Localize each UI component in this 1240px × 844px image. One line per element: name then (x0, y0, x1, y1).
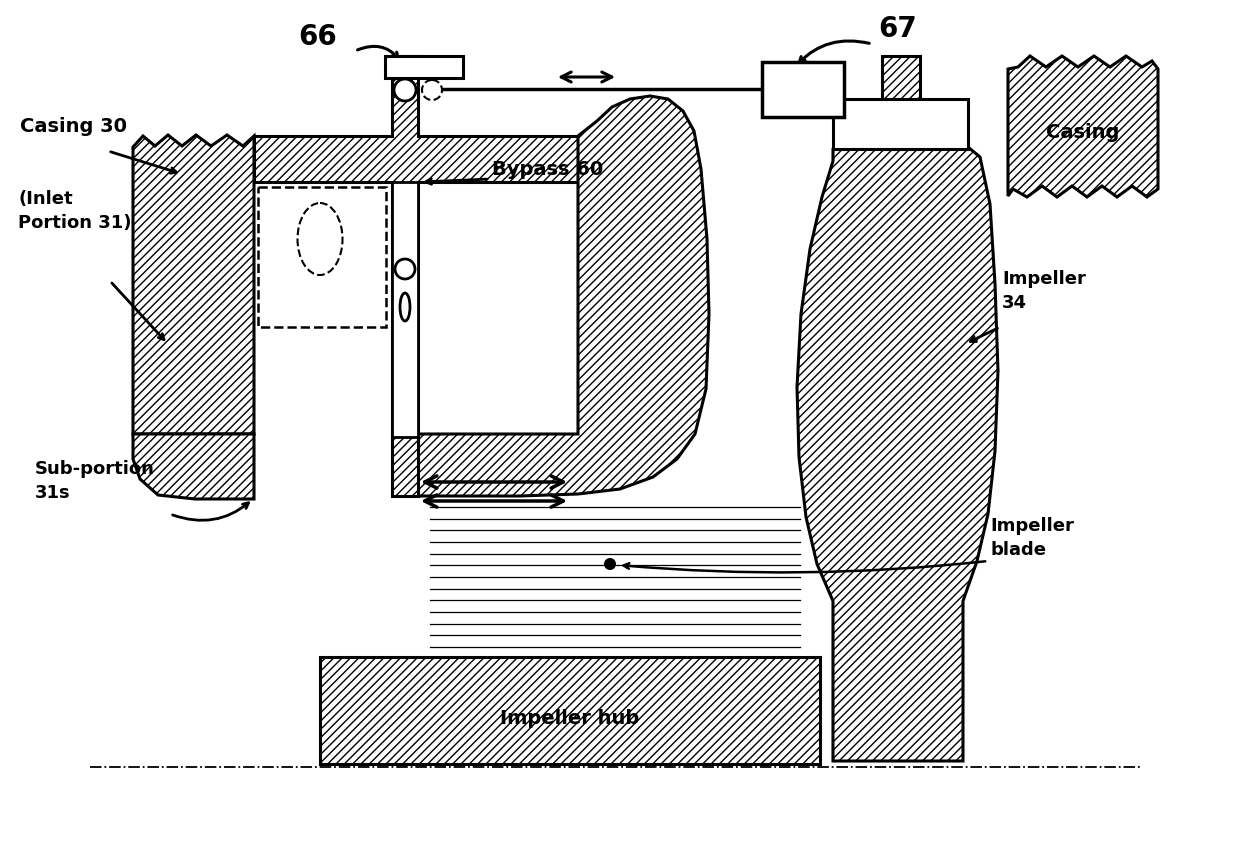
Bar (392, 183, 418, 437)
Polygon shape (833, 100, 968, 150)
Circle shape (604, 559, 616, 571)
Polygon shape (133, 136, 254, 435)
Text: Bypass 60: Bypass 60 (492, 160, 603, 179)
Bar (320, 657, 820, 764)
Polygon shape (882, 57, 920, 150)
Polygon shape (1008, 57, 1158, 197)
Text: Casing: Casing (1047, 122, 1120, 141)
Text: Impeller hub: Impeller hub (501, 707, 640, 727)
Text: (Inlet
Portion 31): (Inlet Portion 31) (19, 190, 131, 232)
Circle shape (394, 80, 415, 102)
Bar (763, 63, 844, 118)
Text: Impeller
blade: Impeller blade (990, 517, 1074, 559)
Bar (384, 57, 463, 78)
Polygon shape (133, 435, 254, 500)
Polygon shape (254, 57, 578, 435)
Text: Sub-portion
31s: Sub-portion 31s (35, 460, 155, 501)
Text: Casing 30: Casing 30 (20, 116, 126, 136)
Ellipse shape (401, 294, 410, 322)
Text: 66: 66 (298, 23, 337, 51)
Text: Impeller
34: Impeller 34 (1002, 270, 1086, 311)
Text: 67: 67 (878, 15, 916, 43)
Polygon shape (392, 435, 418, 496)
Polygon shape (418, 97, 709, 496)
Circle shape (396, 260, 415, 279)
Circle shape (422, 81, 441, 101)
Bar (258, 187, 386, 327)
Polygon shape (797, 138, 998, 761)
